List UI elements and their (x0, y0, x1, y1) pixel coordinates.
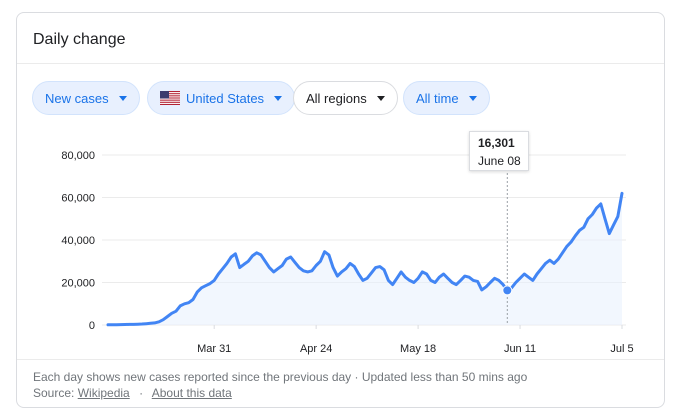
x-tick-label: Mar 31 (197, 343, 231, 355)
y-tick-label: 20,000 (61, 278, 95, 290)
chevron-down-icon (468, 95, 477, 101)
chevron-down-icon (274, 95, 283, 101)
card-title: Daily change (33, 31, 126, 48)
footer-separator: · (139, 386, 144, 400)
wikipedia-link[interactable]: Wikipedia (77, 386, 130, 400)
x-tick-label: May 18 (400, 343, 436, 355)
footer-source: Source: Wikipedia · About this data (33, 386, 232, 400)
about-data-link[interactable]: About this data (151, 386, 232, 400)
tooltip-value: 16,301 (478, 136, 515, 150)
chart-tooltip: 16,301 June 08 (469, 131, 529, 171)
y-tick-label: 80,000 (61, 150, 95, 162)
hover-point (502, 285, 513, 296)
source-label: Source: (33, 386, 75, 400)
daily-change-card: Daily change New cases United States All… (16, 12, 665, 408)
footer-divider (17, 359, 664, 360)
country-filter-chip[interactable]: United States (147, 81, 296, 115)
y-tick-label: 0 (89, 320, 95, 332)
metric-filter-chip[interactable]: New cases (32, 81, 140, 115)
x-tick-label: Jun 11 (504, 343, 536, 355)
x-tick-label: Jul 5 (610, 343, 633, 355)
y-tick-label: 60,000 (61, 193, 95, 205)
footer-note: Each day shows new cases reported since … (33, 370, 528, 384)
region-filter-chip[interactable]: All regions (293, 81, 398, 115)
daily-change-chart[interactable]: 0 20,000 40,000 60,000 80,000 Mar 31 Apr 24 May… (17, 121, 664, 357)
y-tick-label: 40,000 (61, 235, 95, 247)
chevron-down-icon (376, 95, 385, 101)
series-area (108, 193, 622, 325)
period-filter-chip[interactable]: All time (403, 81, 490, 115)
tooltip-date: June 08 (478, 154, 521, 168)
region-filter-label: All regions (306, 90, 367, 106)
x-tick-label: Apr 24 (300, 343, 332, 355)
us-flag-icon (160, 91, 180, 105)
country-filter-label: United States (186, 90, 265, 106)
series-line (106, 191, 624, 327)
metric-filter-label: New cases (45, 90, 109, 106)
period-filter-label: All time (416, 90, 459, 106)
header-divider (17, 63, 664, 64)
chevron-down-icon (118, 95, 127, 101)
